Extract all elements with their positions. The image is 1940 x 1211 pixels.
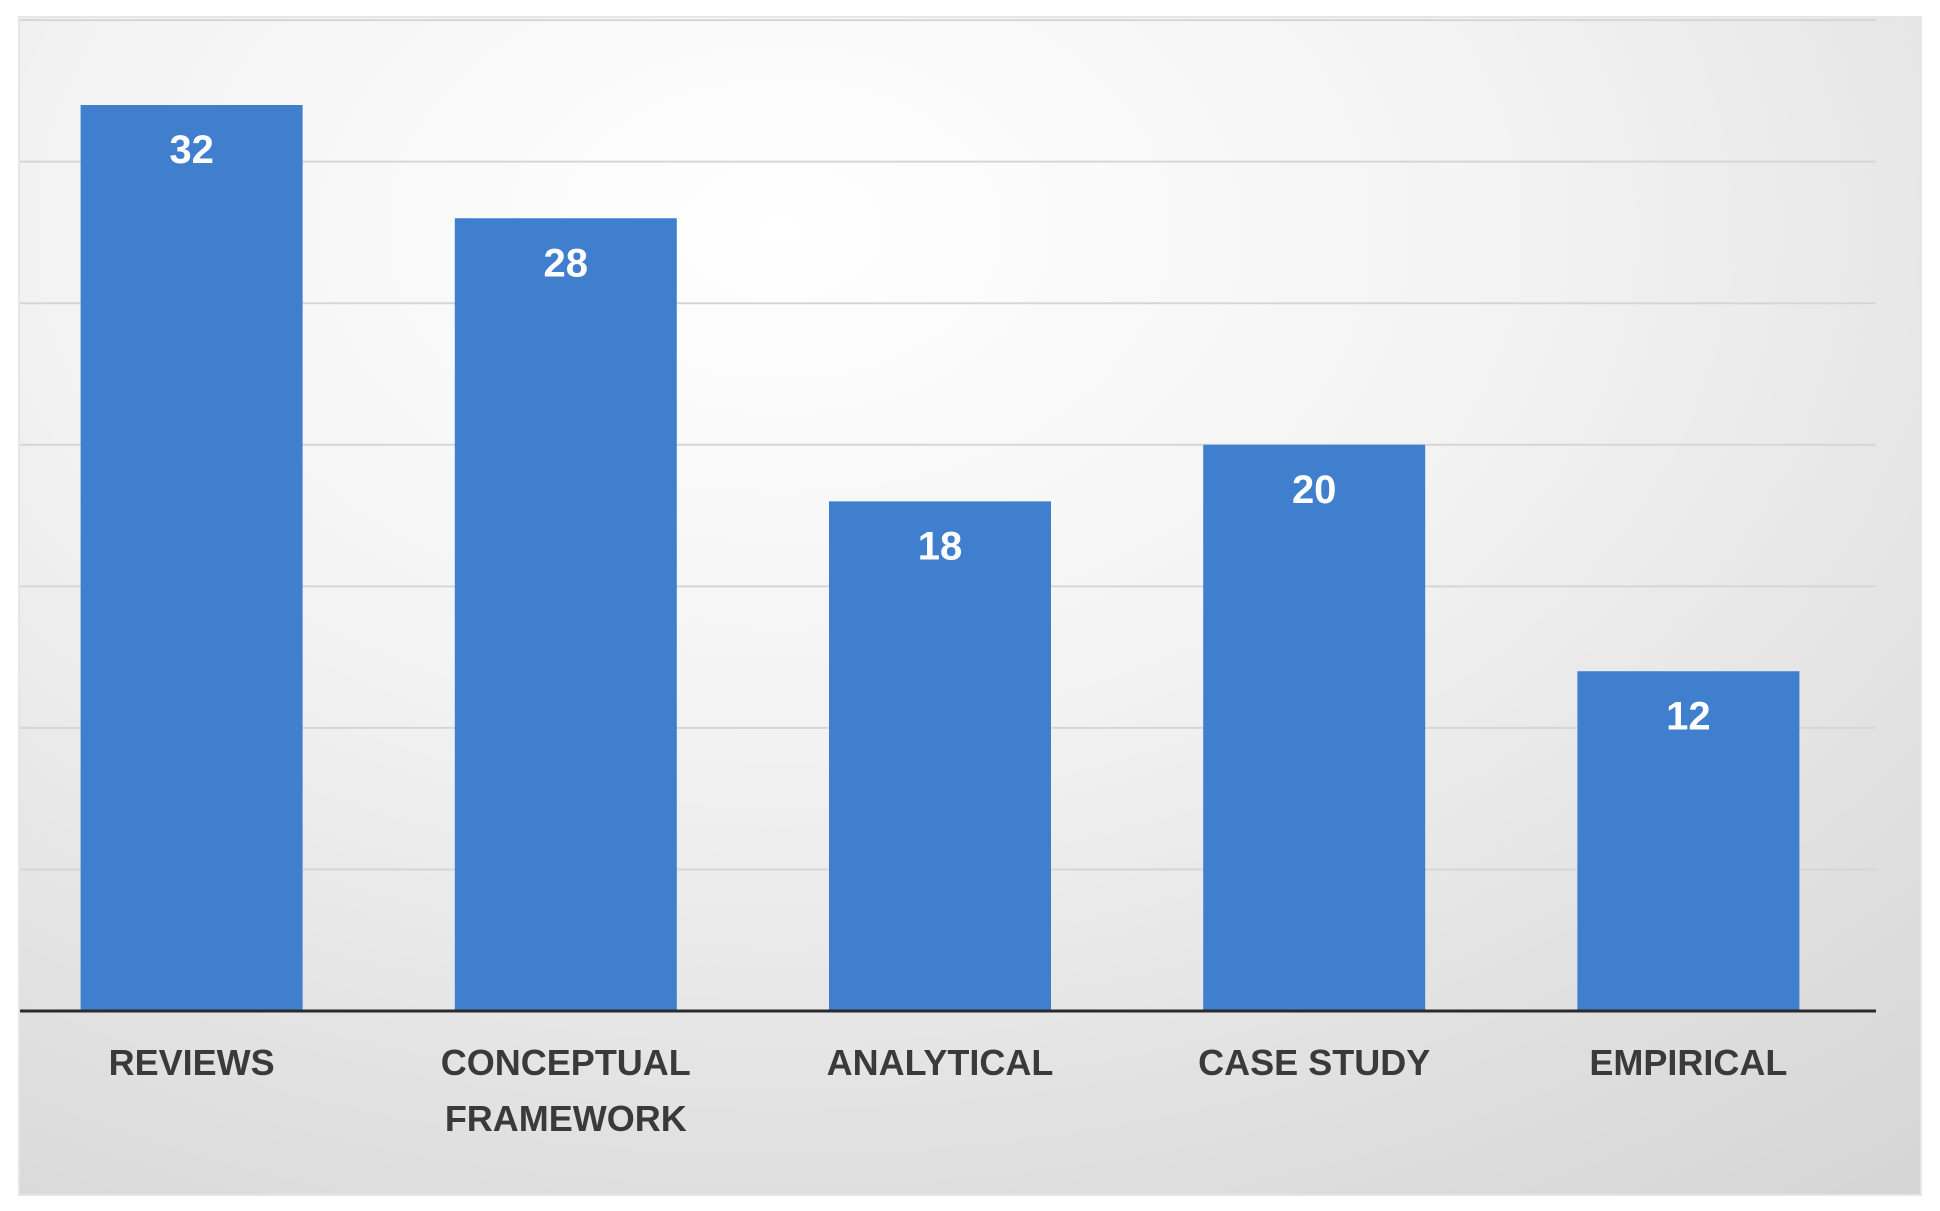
category-label-0: REVIEWS (109, 1042, 275, 1083)
data-label-1: 28 (544, 241, 589, 285)
category-label-3: CASE STUDY (1198, 1042, 1430, 1083)
category-labels: REVIEWS CONCEPTUAL FRAMEWORK ANALYTICAL CASE… (109, 1042, 1788, 1139)
chart-frame: 32 28 18 20 12 REVIEWS CONCEPTUAL FRAMEWORK ANA… (18, 16, 1922, 1196)
bar-4 (1577, 671, 1800, 1011)
bar-0 (80, 105, 303, 1011)
data-label-2: 18 (918, 524, 963, 568)
data-label-4: 12 (1666, 694, 1711, 738)
category-label-1-line-1: FRAMEWORK (445, 1098, 687, 1139)
bar-chart: 32 28 18 20 12 REVIEWS CONCEPTUAL FRAMEWORK ANA… (20, 19, 1876, 1139)
bar-3 (1203, 444, 1426, 1011)
category-label-1-line-0: CONCEPTUAL (441, 1042, 691, 1083)
bars (80, 105, 1800, 1011)
category-label-4: EMPIRICAL (1589, 1042, 1787, 1083)
bar-2 (829, 501, 1051, 1011)
category-label-2: ANALYTICAL (827, 1042, 1054, 1083)
data-label-3: 20 (1292, 468, 1337, 512)
bar-1 (454, 218, 677, 1011)
data-labels: 32 28 18 20 12 (169, 128, 1710, 738)
data-label-0: 32 (169, 128, 214, 172)
